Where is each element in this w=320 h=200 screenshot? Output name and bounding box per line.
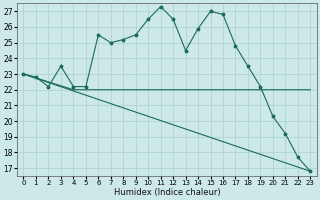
X-axis label: Humidex (Indice chaleur): Humidex (Indice chaleur) — [114, 188, 220, 197]
